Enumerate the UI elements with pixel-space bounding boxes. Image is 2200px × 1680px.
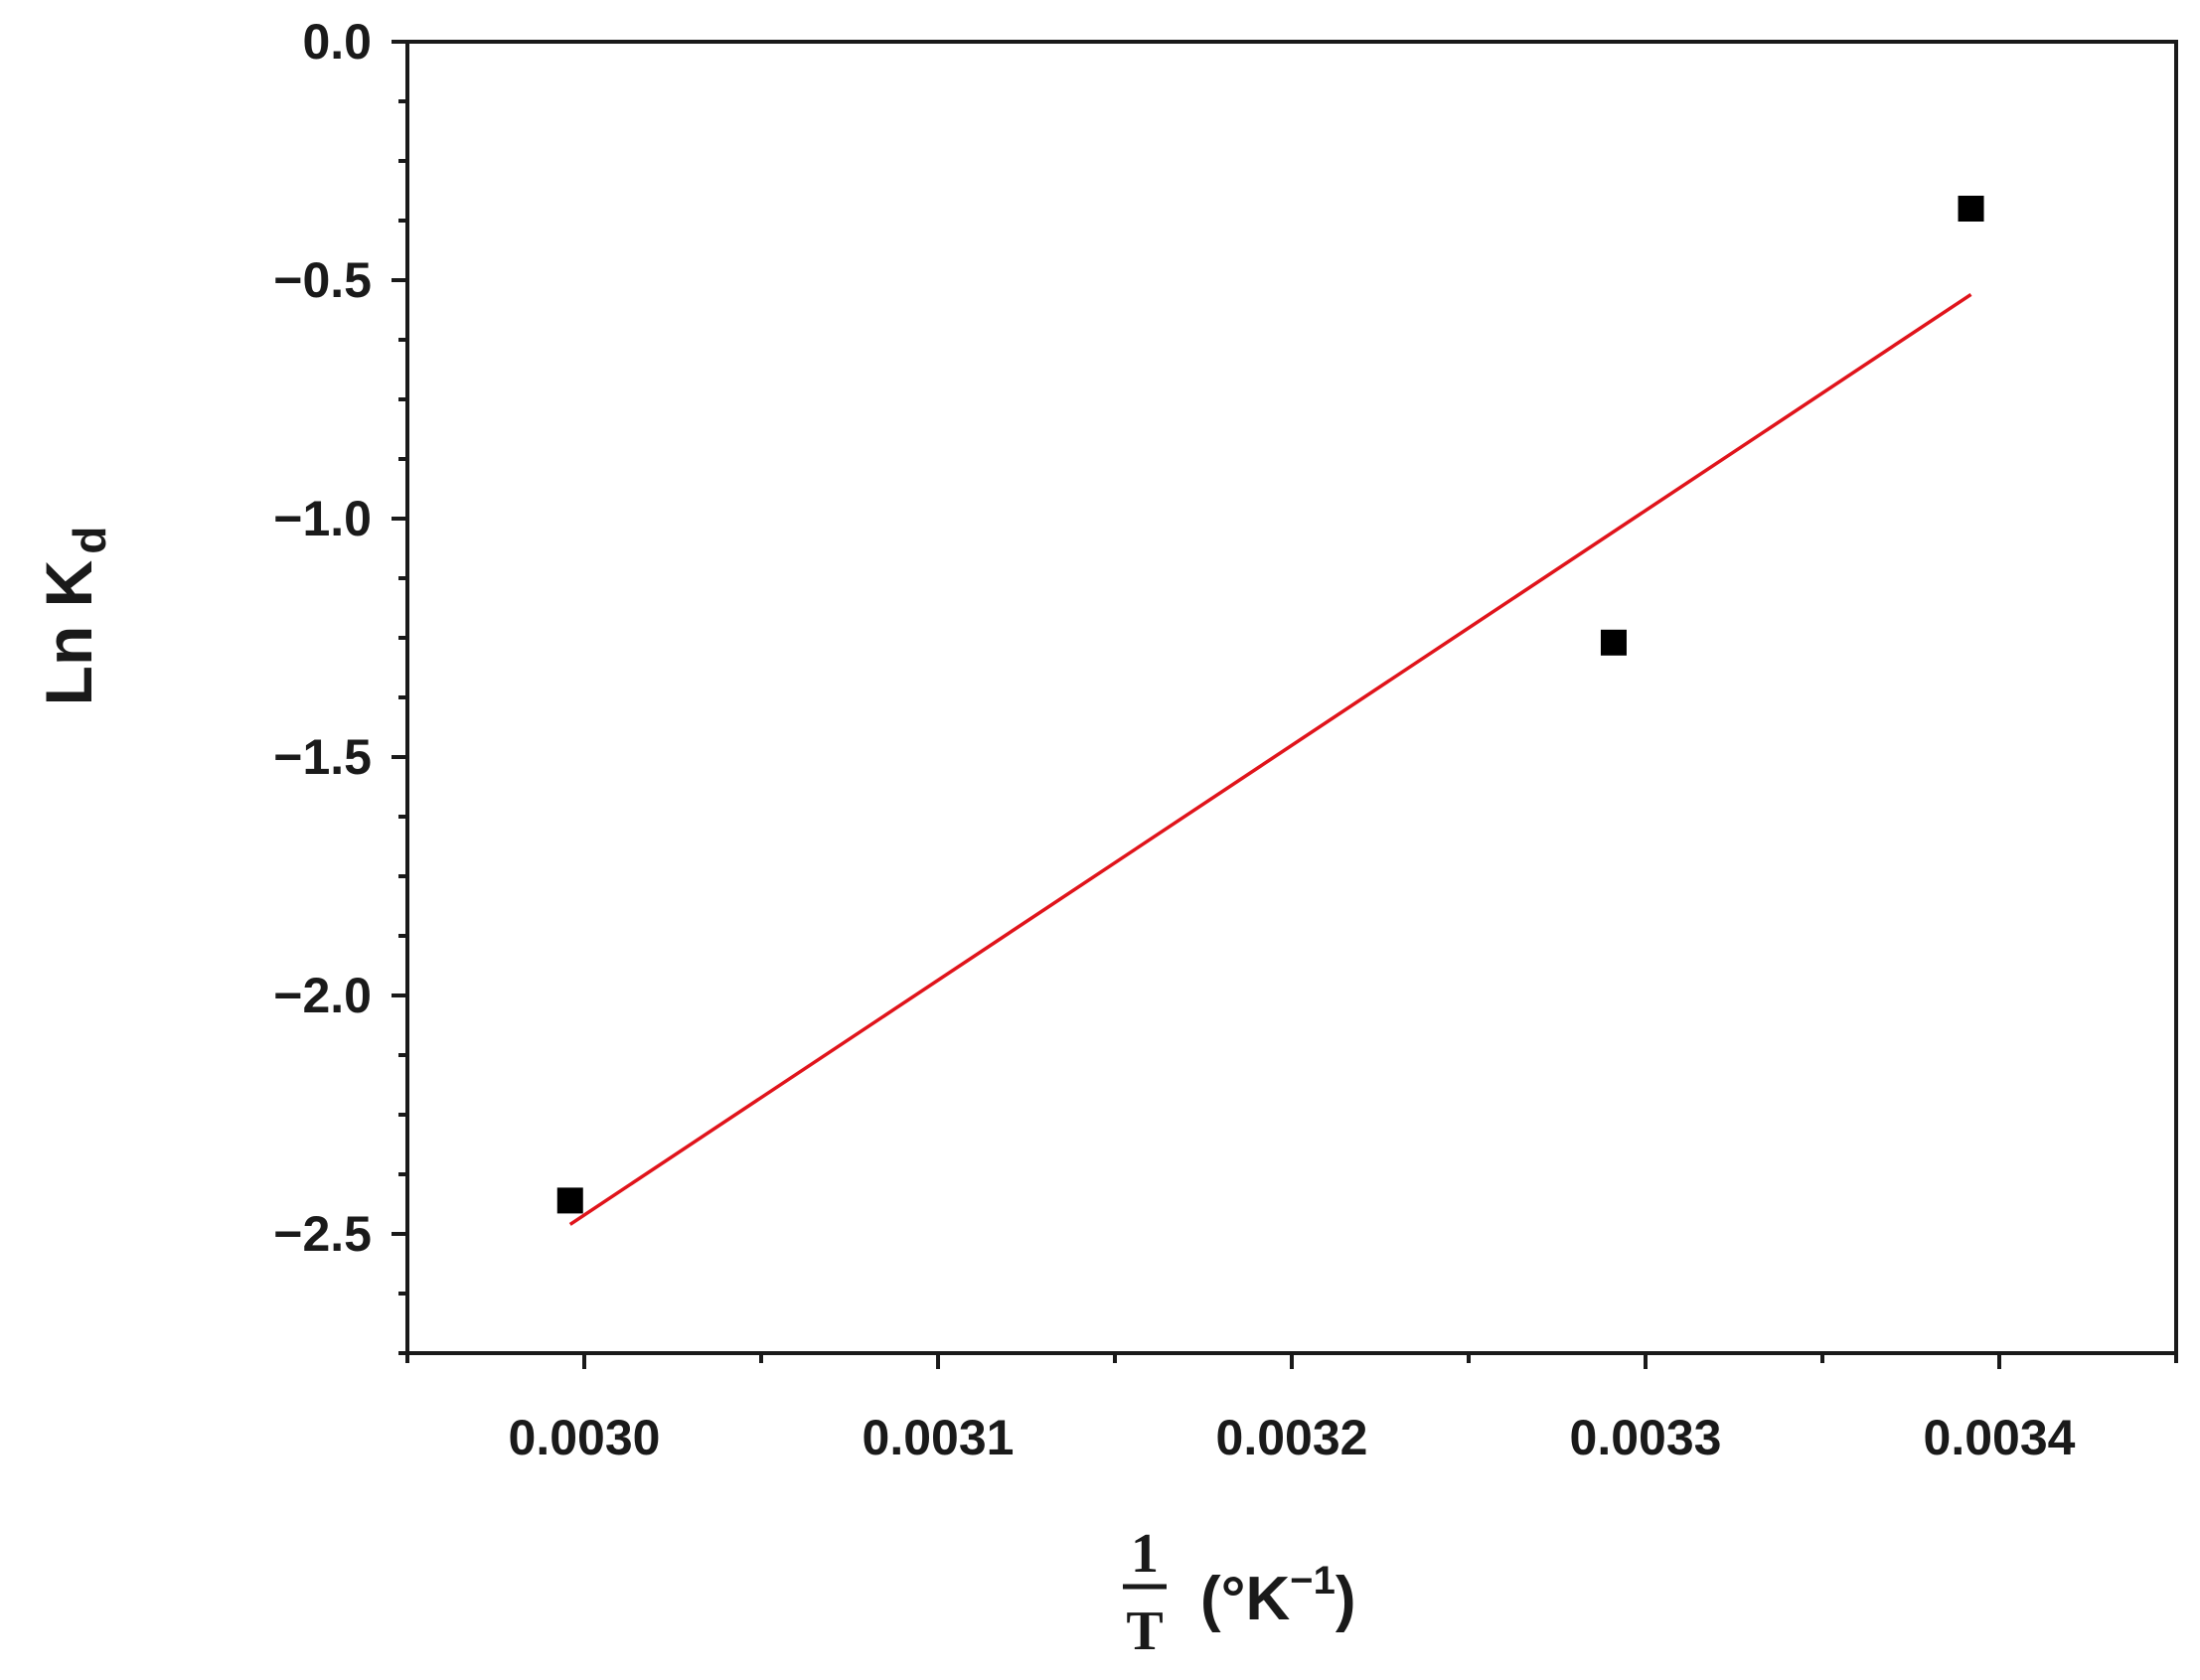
y-tick-label: −1.5 [273, 729, 372, 785]
x-axis-title-denominator: T [1126, 1601, 1163, 1662]
x-tick-label: 0.0030 [509, 1410, 661, 1465]
x-axis-title-unit-exponent: −1 [1290, 1559, 1336, 1603]
y-tick-label: −2.0 [273, 968, 372, 1023]
x-axis-title-numerator: 1 [1131, 1523, 1159, 1585]
y-axis-title-subscript: d [64, 527, 115, 554]
x-axis-title-unit: (°K−1) [1200, 1559, 1355, 1633]
data-point [556, 1187, 583, 1214]
y-axis: 0.0 −0.5 −1.0 −1.5 −2.0 −2.5 [273, 14, 407, 1355]
data-point [1958, 196, 1984, 222]
y-axis-title: Ln K d [32, 527, 115, 706]
data-points [556, 196, 1984, 1214]
x-tick-label: 0.0032 [1216, 1410, 1368, 1465]
x-axis-title-unit-main: (°K [1200, 1565, 1290, 1633]
x-axis-title-unit-close: ) [1336, 1565, 1356, 1633]
x-axis: 0.0030 0.0031 0.0032 0.0033 0.0034 [405, 1353, 2178, 1465]
fit-line [568, 292, 1972, 1226]
x-tick-label: 0.0031 [863, 1410, 1015, 1465]
x-axis-title: 1 T (°K−1) [1123, 1523, 1355, 1662]
y-axis-title-main: Ln K [32, 559, 105, 705]
y-tick-label: −1.0 [273, 491, 372, 546]
y-tick-label: −2.5 [273, 1206, 372, 1262]
fit-line-layer [568, 292, 1972, 1226]
y-tick-label: −0.5 [273, 252, 372, 308]
x-tick-label: 0.0033 [1570, 1410, 1722, 1465]
y-tick-label: 0.0 [302, 14, 372, 70]
x-tick-label: 0.0034 [1924, 1410, 2076, 1465]
data-point [1600, 629, 1627, 656]
